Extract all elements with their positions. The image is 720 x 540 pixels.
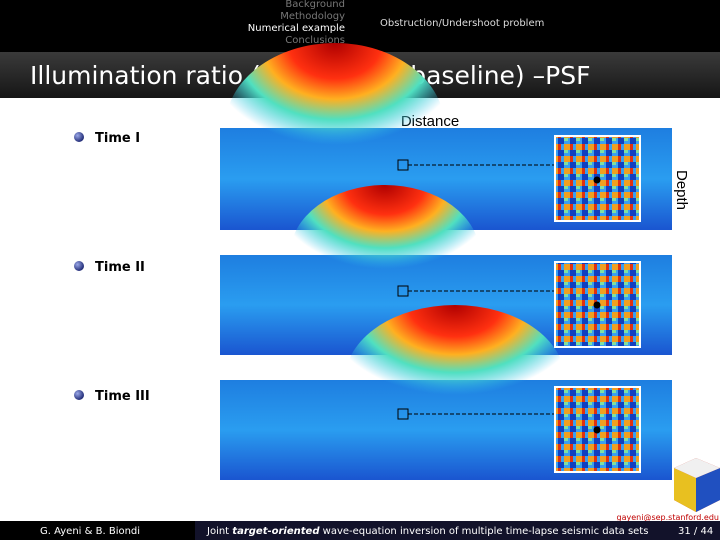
nav-item[interactable]: Numerical example [248,23,345,34]
header-bar [0,0,720,52]
item-label: Time II [95,260,145,275]
nav-item[interactable]: Methodology [280,11,345,22]
footer-title-part: wave-equation inversion of multiple time… [319,526,648,537]
footer-authors: G. Ayeni & B. Biondi [40,526,140,537]
footer-title-part: target-oriented [232,526,320,537]
footer-left [0,521,195,540]
nav-item[interactable]: Conclusions [285,35,345,46]
bullet [74,390,84,400]
footer-right [195,521,720,540]
footer-title: Joint target-oriented wave-equation inve… [206,526,648,537]
email: gayeni@sep.stanford.edu [617,513,719,522]
section-name: Obstruction/Undershoot problem [380,18,544,29]
panel [220,305,672,480]
bullet [74,261,84,271]
bullet [74,132,84,142]
nav-item[interactable]: Background [285,0,345,10]
y-label: Depth [673,170,690,210]
footer-title-part: Joint [206,526,232,537]
item-label: Time I [95,131,140,146]
page-number: 31 / 44 [678,526,713,537]
logo [674,458,720,512]
item-label: Time III [95,389,150,404]
